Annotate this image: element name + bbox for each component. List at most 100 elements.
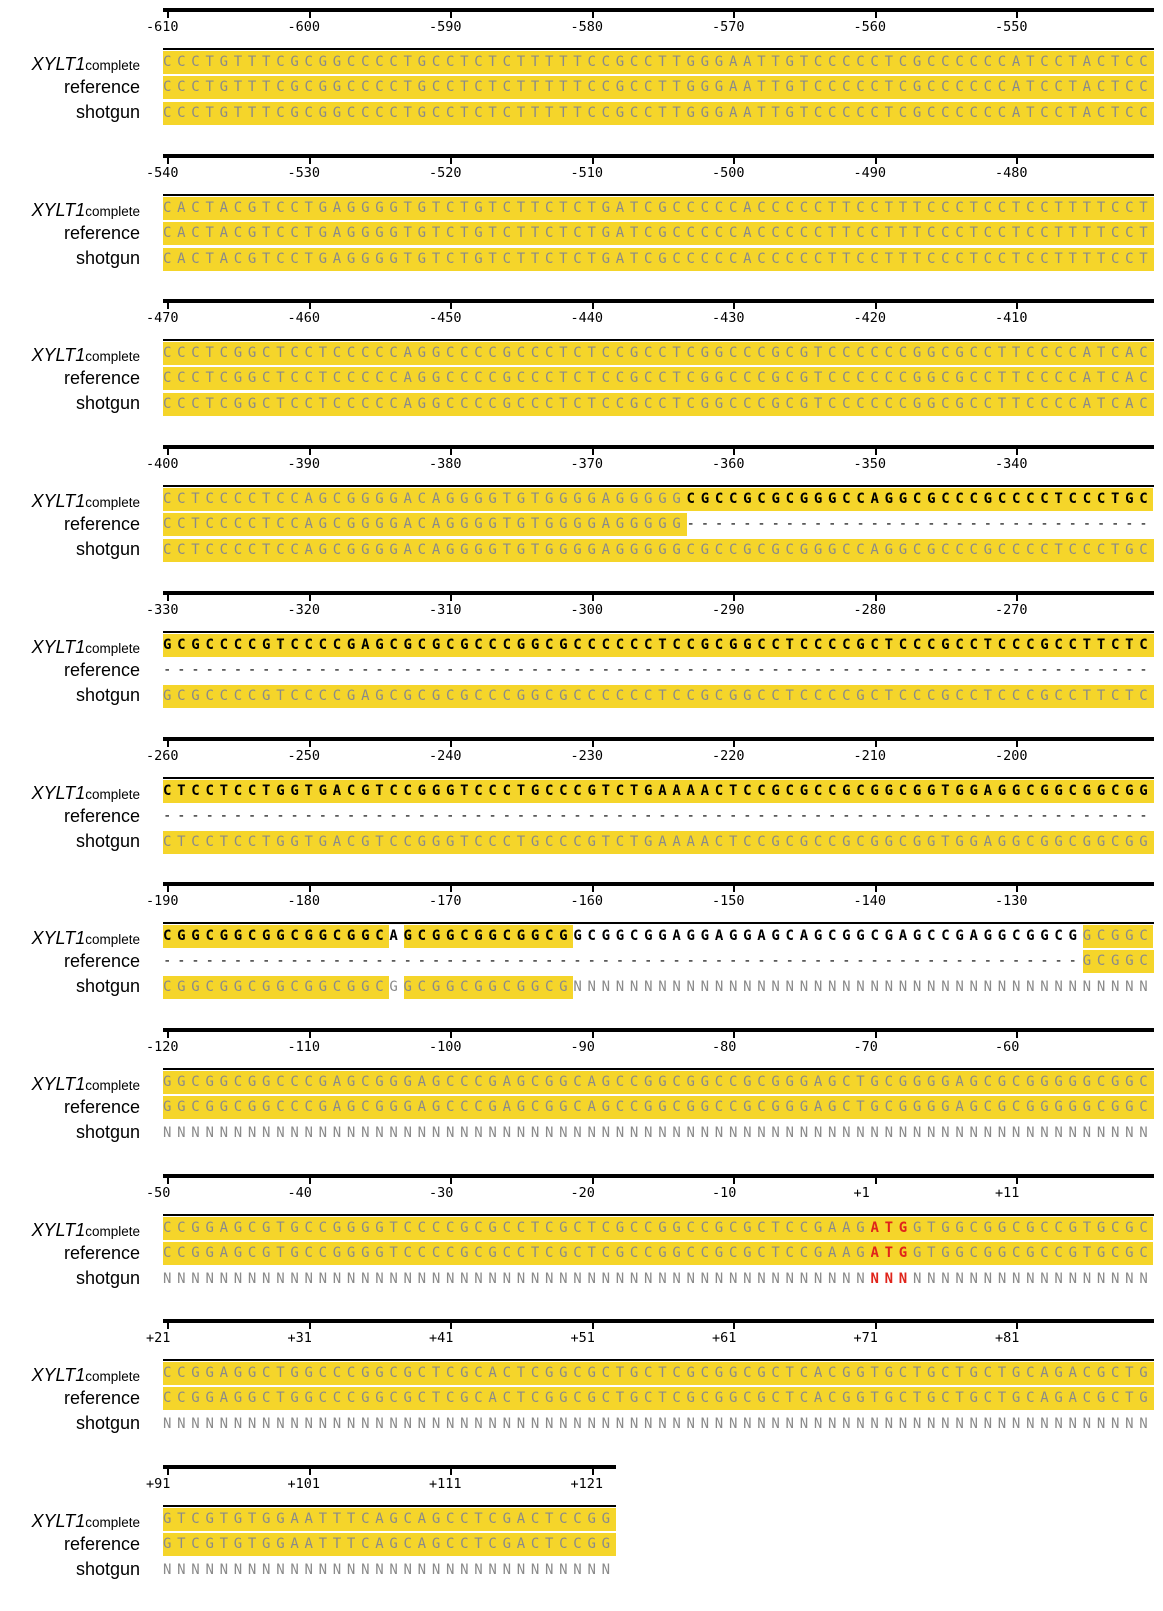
sequence-row-shotgun: CTCCTCCTGGTGACGTCCGGGTCCCTGCCCGTCTGAAAAC… [163, 830, 1154, 854]
sequence-segment: CCCTCGGCTCCTCCCCCAGGCCCCGCCCTCTCCGCCTCGG… [163, 367, 1154, 391]
row-label-reference: reference [63, 951, 140, 972]
row-label-xylt1-complete: XYLT1complete [0, 1219, 140, 1243]
sequence-segment: CTCCTCCTGGTGACGTCCGGGTCCCTGCCCGTCTGAAAAC… [163, 830, 1154, 854]
sequence-top-line [163, 1067, 1154, 1070]
ruler-tick [591, 1173, 594, 1184]
ruler-tick [450, 299, 452, 310]
sequence-segment: NNNNNNNNNNNNNNNNNNNNNNNNNNNNNNNNNNNNNNNN… [163, 1270, 871, 1287]
position-ruler [163, 736, 1154, 741]
sequence-row-reference: CACTACGTCCTGAGGGGTGTCTGTCTTCTCTGATCGCCCC… [163, 221, 1154, 245]
ruler-tick [450, 1173, 452, 1184]
alignment-block: -190 -180 -170 -160 -150 -140 -130 XYLT1complet… [0, 882, 1163, 1028]
sequence-top-line [163, 922, 1154, 925]
ruler-tick [308, 1173, 311, 1184]
sequence-row-complete: CTCCTCCTGGTGACGTCCGGGTCCCTGCCCGTCTGAAAAC… [163, 779, 1154, 803]
sequence-segment: CGCCGCGCGGGCCAGGCGCCCGCCCCTCCCTGC [686, 488, 1154, 512]
row-label-xylt1-complete: XYLT1complete [0, 1073, 140, 1097]
sequence-row-shotgun: NNNNNNNNNNNNNNNNNNNNNNNNNNNNNNNNNNNNNNNN… [163, 1413, 1154, 1436]
ruler-tick [450, 882, 452, 893]
row-label-xylt1-complete: XYLT1complete [0, 53, 140, 77]
row-label-xylt1-complete: XYLT1complete [0, 1510, 140, 1534]
ruler-tick-label: -340 [995, 456, 1028, 473]
ruler-tick [450, 1465, 452, 1475]
ruler-tick-label: -100 [429, 1038, 462, 1055]
sequence-segment: CCTCCCCTCCAGCGGGGACAGGGGTGTGGGGAGGGGG [163, 488, 687, 512]
ruler-tick-label: -490 [853, 164, 887, 181]
row-label-reference: reference [63, 514, 140, 535]
row-label-reference: reference [63, 1242, 140, 1263]
ruler-tick [308, 590, 311, 601]
ruler-tick-label: -430 [712, 310, 745, 327]
position-ruler [163, 445, 1154, 450]
sequence-row-reference: GTCGTGTGGAATTTCAGCAGCCTCGACTCCGG [163, 1533, 616, 1556]
gene-name: XYLT1 [31, 1365, 86, 1386]
sequence-segment: NNNNNNNNNNNNNNNNN [912, 1270, 1154, 1287]
ruler-tick-label: +81 [995, 1330, 1020, 1347]
ruler-tick-label: -310 [429, 601, 462, 618]
sequence-row-shotgun: NNNNNNNNNNNNNNNNNNNNNNNNNNNNNNNN [163, 1559, 616, 1582]
sequence-segment: CCTCCCCTCCAGCGGGGACAGGGGTGTGGGGAGGGGG [163, 513, 687, 537]
ruler-tick-label: -190 [146, 893, 179, 910]
sequence-segment: CGGCGGCGGCGGCGGC [163, 925, 390, 949]
sequence-segment: GCGGCGGCGGCG [403, 976, 574, 1000]
row-label-reference: reference [63, 77, 140, 97]
sequence-segment: NNNNNNNNNNNNNNNNNNNNNNNNNNNNNNNNNNNNNNNN… [163, 1416, 1154, 1433]
ruler-tick [308, 299, 311, 310]
gene-name: XYLT1 [31, 54, 86, 74]
ruler-tick-label: -60 [995, 1038, 1020, 1055]
row-label-reference: reference [63, 1534, 140, 1554]
sequence-segment: ----------------------------------------… [163, 953, 1083, 970]
ruler-tick [733, 590, 735, 601]
ruler-tick-label: -330 [146, 601, 179, 618]
ruler-tick-label: -70 [853, 1038, 878, 1055]
position-ruler [163, 299, 1154, 304]
gene-name: XYLT1 [31, 345, 86, 366]
position-ruler [163, 1027, 1154, 1032]
row-label-reference: reference [63, 368, 140, 389]
ruler-tick-label: -170 [429, 893, 462, 910]
sequence-segment: A [389, 928, 404, 945]
gene-subscript: complete [85, 495, 140, 511]
alignment-block: -120 -110 -100 -90 -80 -70 -60 XYLT1complete ref… [0, 1027, 1163, 1174]
sequence-segment: GGCGGCGGCCCGAGCGGGAGCCCGAGCGGCAGCCGGCGGC… [163, 1070, 1154, 1094]
gene-subscript: complete [85, 932, 140, 948]
ruler-tick [874, 153, 877, 164]
ruler-tick-label: -280 [853, 601, 887, 618]
row-label-xylt1-complete: XYLT1complete [0, 636, 140, 660]
sequence-segment: CCCTGTTTCGCGGCCCCTGCCTCTCTTTTTCCGCCTTGGG… [163, 51, 1154, 74]
gene-subscript: complete [85, 1369, 140, 1385]
sequence-top-line [163, 1505, 616, 1507]
row-label-shotgun: shotgun [75, 393, 140, 414]
ruler-tick-label: -400 [146, 456, 179, 473]
ruler-tick-label: -240 [429, 747, 462, 764]
row-label-reference: reference [63, 1388, 140, 1409]
ruler-tick [733, 882, 735, 893]
ruler-tick-label: -110 [287, 1038, 321, 1055]
ruler-tick-label: -210 [853, 747, 887, 764]
sequence-row-complete: CGGCGGCGGCGGCGGC A GCGGCGGCGGCG GCGGCGGAGGA… [163, 925, 1154, 949]
row-label-xylt1-complete: XYLT1complete [0, 344, 140, 368]
row-label-shotgun: shotgun [75, 1413, 140, 1434]
ruler-tick-label: -480 [995, 164, 1028, 181]
sequence-segment: ----------------------------------------… [163, 807, 1154, 824]
sequence-row-shotgun: CCCTCGGCTCCTCCCCCAGGCCCCGCCCTCTCCGCCTCGG… [163, 393, 1154, 417]
position-ruler [163, 1319, 1154, 1324]
sequence-segment: CCCTCGGCTCCTCCCCCAGGCCCCGCCCTCTCCGCCTCGG… [163, 393, 1154, 417]
sequence-segment: GTCGTGTGGAATTTCAGCAGCCTCGACTCCGG [163, 1533, 616, 1556]
ruler-tick-label: -550 [995, 19, 1028, 35]
ruler-tick-label: +41 [429, 1330, 454, 1347]
ruler-tick-label: -610 [146, 19, 179, 35]
alignment-block: -330 -320 -310 -300 -290 -280 -270 XYLT1complet… [0, 590, 1163, 737]
ruler-tick [1016, 590, 1018, 601]
sequence-row-reference: GGCGGCGGCCCGAGCGGGAGCCCGAGCGGCAGCCGGCGGC… [163, 1095, 1154, 1119]
ruler-tick [1016, 1027, 1018, 1038]
ruler-tick-label: -160 [570, 893, 604, 910]
position-ruler [163, 153, 1154, 158]
ruler-tick-label: -20 [570, 1184, 595, 1201]
ruler-tick [1016, 299, 1018, 310]
sequence-segment: NNNNNNNNNNNNNNNNNNNNNNNNNNNNNNNN [163, 1562, 616, 1578]
ruler-tick-label: -580 [570, 19, 604, 35]
ruler-tick-label: -30 [429, 1184, 454, 1201]
sequence-segment: --------------------------------- [686, 516, 1154, 533]
ruler-tick [874, 1319, 877, 1330]
